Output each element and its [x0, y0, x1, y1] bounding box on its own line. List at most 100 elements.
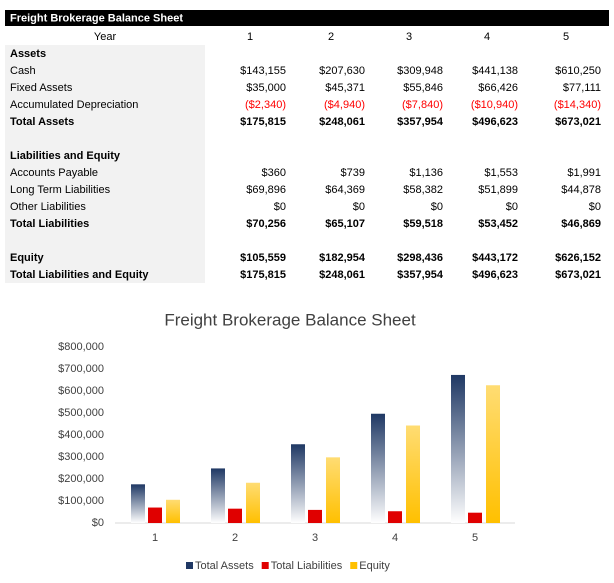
- row-label: Total Assets: [10, 116, 74, 128]
- legend-label: Equity: [359, 560, 390, 572]
- cell: $357,954: [397, 269, 444, 281]
- cell: $58,382: [403, 184, 443, 196]
- cell: ($7,840): [402, 99, 443, 111]
- bar: [211, 468, 225, 523]
- y-tick-label: $400,000: [58, 429, 104, 441]
- legend-swatch: [186, 562, 193, 569]
- cell: $44,878: [561, 184, 601, 196]
- cell: $0: [589, 201, 601, 213]
- row-label: Accounts Payable: [10, 167, 98, 179]
- bar: [388, 511, 402, 523]
- cell: $441,138: [472, 65, 518, 77]
- cell: $626,152: [555, 252, 601, 264]
- cell: $496,623: [472, 269, 518, 281]
- header-cell: 4: [484, 31, 490, 43]
- bar: [166, 499, 180, 523]
- cell: $207,630: [319, 65, 365, 77]
- cell: $739: [341, 167, 365, 179]
- bar: [148, 507, 162, 523]
- cell: $298,436: [397, 252, 443, 264]
- legend-label: Total Assets: [195, 560, 254, 572]
- cell: $309,948: [397, 65, 443, 77]
- cell: ($14,340): [554, 99, 601, 111]
- bar: [406, 425, 420, 523]
- y-tick-label: $800,000: [58, 341, 104, 353]
- cell: ($4,940): [324, 99, 365, 111]
- cell: $55,846: [403, 82, 443, 94]
- x-tick-label: 2: [232, 532, 238, 544]
- y-tick-label: $700,000: [58, 363, 104, 375]
- cell: $0: [431, 201, 443, 213]
- bar: [371, 413, 385, 523]
- cell: $175,815: [240, 116, 286, 128]
- cell: $53,452: [478, 218, 518, 230]
- row-label: Total Liabilities: [10, 218, 89, 230]
- cell: $35,000: [246, 82, 286, 94]
- legend-swatch: [350, 562, 358, 569]
- bar: [468, 512, 482, 523]
- bar: [228, 508, 242, 523]
- cell: $248,061: [319, 116, 365, 128]
- row-label: Liabilities and Equity: [10, 150, 121, 162]
- sheet-title: Freight Brokerage Balance Sheet: [10, 12, 183, 24]
- cell: $496,623: [472, 116, 518, 128]
- y-tick-label: $300,000: [58, 451, 104, 463]
- header-cell: 5: [563, 31, 569, 43]
- x-tick-label: 4: [392, 532, 398, 544]
- cell: $143,155: [240, 65, 286, 77]
- cell: $610,250: [555, 65, 601, 77]
- header-cell: Year: [94, 31, 117, 43]
- header-cell: 2: [328, 31, 334, 43]
- header-cell: 1: [247, 31, 253, 43]
- cell: $51,899: [478, 184, 518, 196]
- cell: $45,371: [325, 82, 365, 94]
- row-label: Fixed Assets: [10, 82, 73, 94]
- cell: $69,896: [246, 184, 286, 196]
- bar: [291, 444, 305, 523]
- row-label: Assets: [10, 48, 46, 60]
- cell: $673,021: [555, 269, 601, 281]
- cell: $65,107: [325, 218, 365, 230]
- row-label: Total Liabilities and Equity: [10, 269, 149, 281]
- cell: $357,954: [397, 116, 444, 128]
- cell: $77,111: [563, 82, 601, 94]
- bar: [308, 509, 322, 523]
- cell: $64,369: [325, 184, 365, 196]
- cell: $1,553: [484, 167, 518, 179]
- bar: [131, 484, 145, 523]
- chart-title: Freight Brokerage Balance Sheet: [164, 310, 416, 329]
- cell: $0: [506, 201, 518, 213]
- bar: [486, 385, 500, 523]
- cell: $360: [262, 167, 286, 179]
- chart: $0 $100,000 $200,000 $300,000 $400,000 $500,0…: [58, 341, 515, 572]
- cell: $59,518: [403, 218, 443, 230]
- cell: $1,991: [567, 167, 601, 179]
- label-column: [5, 45, 205, 283]
- row-label: Accumulated Depreciation: [10, 99, 138, 111]
- header-cell: 3: [406, 31, 412, 43]
- cell: $0: [274, 201, 286, 213]
- cell: $673,021: [555, 116, 601, 128]
- row-label: Equity: [10, 252, 44, 264]
- cell: $1,136: [409, 167, 443, 179]
- cell: $175,815: [240, 269, 286, 281]
- y-tick-label: $500,000: [58, 407, 104, 419]
- y-tick-label: $600,000: [58, 385, 104, 397]
- cell: $182,954: [319, 252, 366, 264]
- row-label: Cash: [10, 65, 36, 77]
- cell: $248,061: [319, 269, 365, 281]
- cell: ($10,940): [471, 99, 518, 111]
- cell: $66,426: [478, 82, 518, 94]
- x-tick-label: 3: [312, 532, 318, 544]
- x-tick-label: 1: [152, 532, 158, 544]
- x-tick-label: 5: [472, 532, 478, 544]
- row-label: Other Liabilities: [10, 201, 86, 213]
- cell: ($2,340): [245, 99, 286, 111]
- bar: [451, 374, 465, 523]
- y-tick-label: $200,000: [58, 473, 104, 485]
- table: Year 1 2 3 4 5 Assets Cash $143,155 $207,630 $309,…: [10, 31, 601, 281]
- legend-swatch: [261, 562, 269, 569]
- bar: [326, 457, 340, 523]
- cell: $0: [353, 201, 365, 213]
